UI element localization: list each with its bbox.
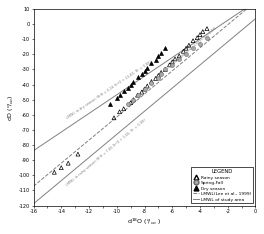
Point	[198, 42, 202, 46]
Point	[149, 62, 154, 65]
Point	[163, 68, 167, 71]
Point	[76, 152, 80, 156]
Point	[170, 63, 174, 67]
Point	[135, 93, 140, 97]
Point	[117, 110, 122, 114]
X-axis label: d$^{18}$O ($^o\!/_{oo}$ ): d$^{18}$O ($^o\!/_{oo}$ )	[127, 217, 162, 227]
Point	[191, 39, 195, 43]
Point	[163, 68, 167, 71]
Point	[159, 72, 163, 76]
Text: LMWL in dry season (δ²H = 6.16 δ¹⁸O + 14.83, R² = 0.88): LMWL in dry season (δ²H = 6.16 δ¹⁸O + 14…	[66, 60, 153, 120]
Point	[59, 166, 63, 170]
Point	[145, 84, 149, 88]
Point	[153, 77, 158, 80]
Point	[177, 57, 181, 61]
Point	[126, 86, 130, 89]
Point	[184, 52, 188, 56]
Point	[159, 51, 163, 55]
Legend: Rainy season, Spring-Fall, Dry season, LMWL(Lee et al., 1999), LMWL of study are: Rainy season, Spring-Fall, Dry season, L…	[191, 167, 253, 203]
Point	[149, 80, 154, 83]
Point	[159, 71, 163, 74]
Point	[198, 33, 202, 37]
Point	[142, 69, 147, 73]
Point	[142, 87, 147, 91]
Point	[131, 98, 135, 102]
Point	[117, 93, 122, 97]
Point	[149, 81, 154, 85]
Point	[173, 57, 177, 61]
Point	[163, 46, 167, 50]
Point	[129, 101, 133, 105]
Point	[131, 80, 135, 83]
Point	[156, 54, 161, 58]
Point	[52, 170, 56, 174]
Point	[181, 49, 186, 53]
Point	[156, 77, 161, 80]
Point	[195, 36, 199, 40]
Point	[126, 102, 130, 106]
Point	[135, 75, 140, 79]
Point	[122, 107, 126, 111]
Text: LMWL in rainy season (δ²H = 7.65 δ¹⁸O + 3.55, R² = 0.99): LMWL in rainy season (δ²H = 7.65 δ¹⁸O + …	[66, 118, 147, 187]
Point	[131, 98, 135, 102]
Point	[115, 96, 119, 100]
Point	[66, 161, 70, 165]
Point	[112, 116, 116, 120]
Point	[153, 58, 158, 62]
Point	[205, 27, 209, 30]
Point	[142, 87, 147, 91]
Point	[156, 74, 161, 77]
Text: LMWL(Lee et al., 1999), R²=0.88: LMWL(Lee et al., 1999), R²=0.88	[170, 26, 217, 66]
Point	[170, 60, 174, 64]
Point	[184, 46, 188, 50]
Point	[167, 63, 172, 67]
Point	[140, 90, 144, 94]
Y-axis label: dD ($^o\!/_{oo}$): dD ($^o\!/_{oo}$)	[7, 94, 16, 121]
Point	[191, 46, 195, 50]
Point	[187, 43, 191, 47]
Point	[122, 89, 126, 92]
Point	[135, 93, 140, 97]
Point	[205, 36, 209, 40]
Point	[177, 54, 181, 58]
Point	[129, 83, 133, 86]
Point	[108, 102, 112, 106]
Point	[201, 30, 205, 33]
Point	[145, 66, 149, 70]
Point	[140, 72, 144, 76]
